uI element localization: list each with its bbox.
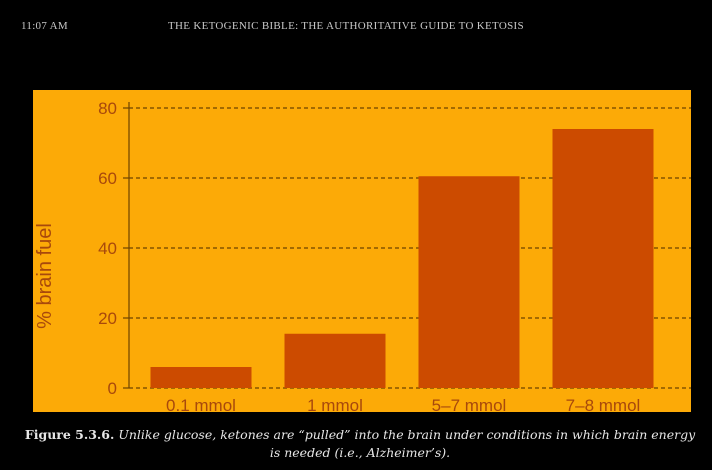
x-category-label-1: 0.1 mmol bbox=[166, 396, 236, 412]
bar-4 bbox=[552, 129, 654, 388]
y-tick-label-40: 40 bbox=[98, 239, 117, 258]
y-tick-label-20: 20 bbox=[98, 309, 117, 328]
y-tick-label-60: 60 bbox=[98, 169, 117, 188]
status-bar: 11:07 AM THE KETOGENIC BIBLE: THE AUTHOR… bbox=[0, 0, 712, 56]
axis-layer: 0 20 40 60 80 0.1 mmol 1 mmol 5–7 mmol 7–8 mmol bbox=[98, 99, 640, 412]
y-tick-label-0: 0 bbox=[108, 379, 117, 398]
bar-3 bbox=[418, 176, 520, 388]
x-category-label-2: 1 mmol bbox=[307, 396, 363, 412]
y-axis-label: % brain fuel bbox=[34, 223, 56, 329]
book-title: THE KETOGENIC BIBLE: THE AUTHORITATIVE G… bbox=[168, 20, 524, 32]
y-tick-label-80: 80 bbox=[98, 99, 117, 118]
figure-number: Figure 5.3.6. bbox=[24, 427, 115, 442]
figure-caption: Figure 5.3.6. Unlike glucose, ketones ar… bbox=[20, 426, 700, 462]
figure-caption-text: Unlike glucose, ketones are “pulled” int… bbox=[118, 427, 696, 460]
bar-2 bbox=[284, 333, 386, 388]
bar-layer bbox=[150, 129, 654, 388]
figure: 0 20 40 60 80 0.1 mmol 1 mmol 5–7 mmol 7–8 mmol … bbox=[33, 90, 691, 412]
x-category-label-3: 5–7 mmol bbox=[432, 396, 507, 412]
status-time: 11:07 AM bbox=[21, 20, 68, 32]
bar-1 bbox=[150, 367, 252, 388]
x-category-label-4: 7–8 mmol bbox=[566, 396, 641, 412]
